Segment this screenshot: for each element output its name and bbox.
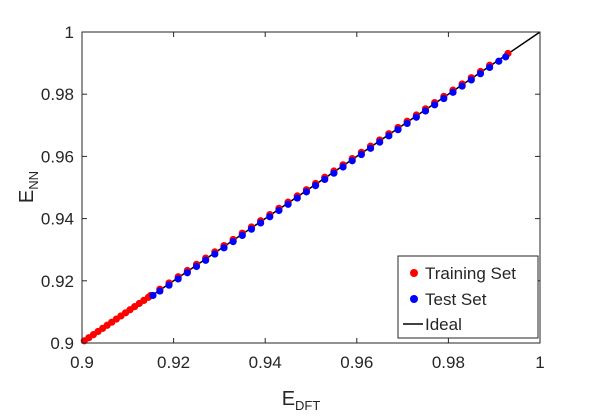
data-point-test-set bbox=[165, 281, 173, 289]
x-tick-label: 0.94 bbox=[249, 353, 282, 372]
data-point-test-set bbox=[476, 70, 485, 78]
legend-label-ideal: Ideal bbox=[425, 315, 462, 334]
data-point-test-set bbox=[211, 250, 219, 258]
data-point-test-set bbox=[486, 63, 494, 72]
y-tick-label: 1 bbox=[65, 23, 74, 42]
data-point-test-set bbox=[495, 57, 503, 65]
data-point-test-set bbox=[275, 206, 283, 215]
data-point-test-set bbox=[421, 107, 430, 115]
x-axis-label: EDFT bbox=[282, 388, 321, 412]
data-point-test-set bbox=[238, 231, 246, 239]
data-point-test-set bbox=[502, 53, 510, 61]
axes-frame bbox=[81, 31, 541, 344]
axes-layer bbox=[81, 31, 541, 344]
y-tick-label: 0.96 bbox=[41, 147, 74, 166]
data-point-test-set bbox=[156, 287, 164, 295]
data-point-test-set bbox=[302, 188, 311, 196]
data-point-test-set bbox=[366, 144, 375, 152]
data-point-test-set bbox=[339, 163, 347, 171]
y-tick-label: 0.94 bbox=[41, 210, 74, 229]
data-point-test-set bbox=[174, 275, 182, 283]
data-point-test-set bbox=[266, 213, 274, 221]
data-point-test-set bbox=[348, 157, 356, 165]
data-point-test-set bbox=[458, 82, 466, 90]
data-point-test-set bbox=[376, 138, 384, 146]
data-point-test-set bbox=[311, 182, 320, 190]
data-point-test-set bbox=[431, 101, 439, 109]
data-point-test-set bbox=[293, 194, 301, 202]
data-point-test-set bbox=[440, 94, 448, 103]
data-point-test-set bbox=[202, 256, 210, 264]
legend-marker-training bbox=[410, 269, 418, 277]
legend-label-training: Training Set bbox=[425, 264, 516, 283]
legend-label-test: Test Set bbox=[425, 290, 487, 309]
x-tick-label: 0.92 bbox=[157, 353, 190, 372]
data-point-test-set bbox=[321, 175, 329, 184]
x-tick-label: 1 bbox=[535, 353, 544, 372]
x-tick-label: 0.9 bbox=[70, 353, 94, 372]
data-point-test-set bbox=[385, 132, 393, 140]
data-point-test-set bbox=[229, 238, 237, 246]
data-point-test-set bbox=[357, 150, 365, 159]
data-point-test-set bbox=[183, 269, 191, 277]
y-tick-label: 0.92 bbox=[41, 272, 74, 291]
x-tick-label: 0.96 bbox=[340, 353, 373, 372]
legend-marker-test bbox=[410, 295, 418, 303]
data-point-test-set bbox=[149, 291, 157, 300]
data-point-test-set bbox=[257, 219, 265, 227]
data-point-test-set bbox=[467, 76, 475, 84]
data-point-test-set bbox=[449, 88, 457, 96]
y-axis-label: ENN bbox=[16, 171, 41, 203]
data-point-test-set bbox=[412, 113, 420, 121]
data-point-test-set bbox=[284, 200, 292, 208]
data-point-test-set bbox=[403, 119, 411, 128]
legend: Training Set Test Set Ideal bbox=[397, 255, 539, 339]
data-point-test-set bbox=[330, 169, 338, 177]
x-tick-label: 0.98 bbox=[432, 353, 465, 372]
y-tick-label: 0.98 bbox=[41, 85, 74, 104]
tick-layer: 0.9 0.92 0.94 0.96 0.98 1 0.9 0.92 0.94 0.96 0.98 1 bbox=[41, 23, 545, 372]
data-point-test-set bbox=[247, 225, 256, 233]
series-layer bbox=[80, 31, 541, 345]
data-point-test-set bbox=[394, 126, 402, 134]
data-point-test-set bbox=[192, 262, 201, 271]
data-point-test-set bbox=[220, 244, 228, 252]
y-tick-label: 0.9 bbox=[50, 334, 74, 353]
